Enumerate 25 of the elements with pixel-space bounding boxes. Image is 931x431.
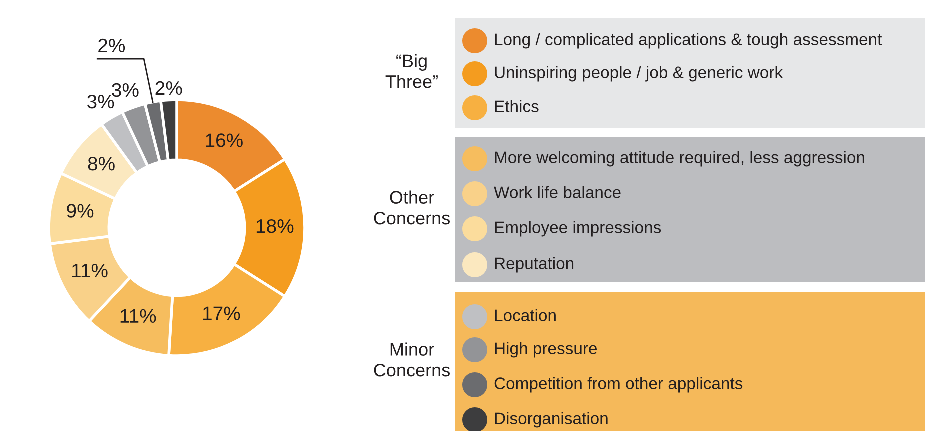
data-label: 3% xyxy=(112,83,139,98)
text: “Big Three” xyxy=(386,54,438,88)
legend-label: Location xyxy=(495,309,556,322)
legend-label: High pressure xyxy=(495,342,598,358)
data-label: 18% xyxy=(256,219,294,234)
legend-label: More welcoming attitude required, less aggression xyxy=(495,151,864,167)
data-label: 16% xyxy=(206,134,243,148)
legend-label: Employee impressions xyxy=(495,221,662,237)
data-label: 8% xyxy=(88,157,115,171)
legend-label: Competition from other applicants xyxy=(494,377,743,393)
data-label: 11% xyxy=(72,264,108,278)
text: Other Concerns xyxy=(374,190,450,225)
data-label: 17% xyxy=(203,306,240,320)
data-label: 2% xyxy=(156,81,182,96)
legend-label: Uninspiring people / job & generic work xyxy=(495,66,784,82)
legend-label: Work life balance xyxy=(494,186,621,198)
data-label: 2% xyxy=(98,38,126,53)
legend-label: Reputation xyxy=(495,257,574,273)
data-label: 11% xyxy=(120,309,156,324)
data-label: 3% xyxy=(88,94,114,109)
legend-label: Disorganisation xyxy=(495,412,608,428)
data-label: 9% xyxy=(67,204,94,218)
text: Minor Concerns xyxy=(374,342,450,377)
legend-label: Long / complicated applications & tough assessment xyxy=(495,33,882,49)
legend-label: Ethics xyxy=(495,100,539,112)
